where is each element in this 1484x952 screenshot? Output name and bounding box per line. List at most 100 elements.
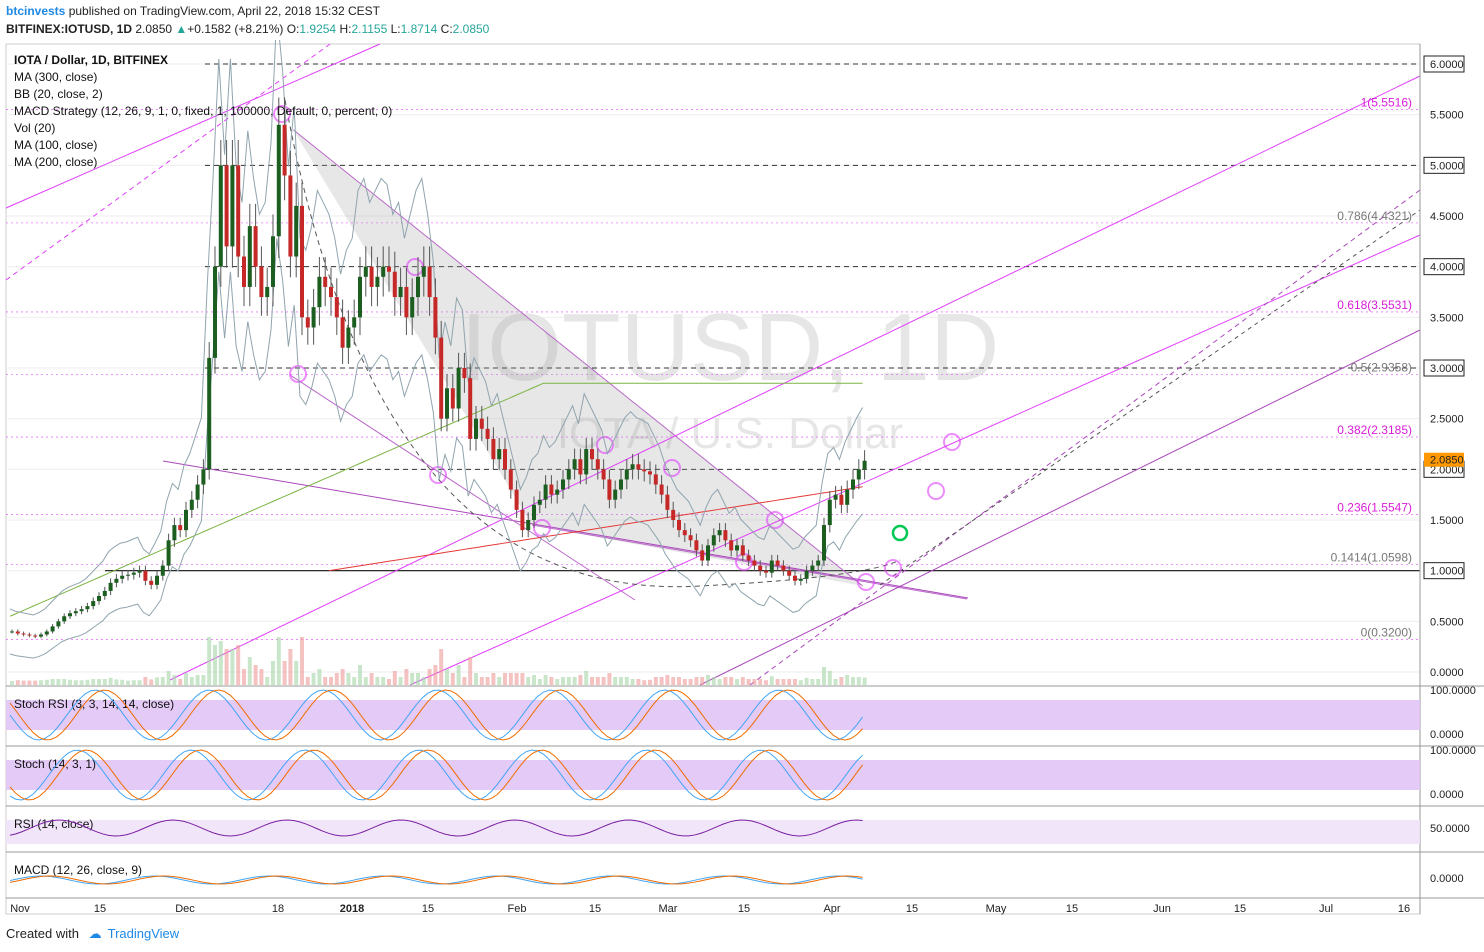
volume-bar [781, 679, 786, 685]
volume-bar [474, 673, 478, 685]
price-chart[interactable]: IOTUSD, 1D IOTA / U.S. Dollar 1(5.5516)0… [0, 40, 1484, 920]
volume-bar [323, 677, 328, 685]
y-tick-label: 1.5000 [1430, 515, 1464, 527]
x-tick-label: Jun [1153, 903, 1171, 915]
y-tick-box [1423, 562, 1465, 580]
volume-bar [50, 679, 55, 685]
candle-body [271, 236, 275, 287]
stoch-rsi-panel-label: Stoch RSI (3, 3, 14, 14, close) [14, 697, 174, 711]
y-tick-label: 5.5000 [1430, 110, 1464, 122]
volume-bar [758, 679, 763, 685]
y-tick-label: 1.0000 [1430, 566, 1464, 578]
candle-body [253, 226, 258, 267]
panel-tick-label: 100.0000 [1430, 745, 1476, 757]
volume-bar [636, 679, 641, 685]
candle-body [363, 266, 368, 277]
candle-body [247, 226, 252, 287]
candle-body [578, 459, 583, 475]
y-tick-label: 4.0000 [1430, 262, 1464, 274]
volume-bar [421, 677, 426, 685]
candle-body [294, 205, 299, 257]
volume-bar [746, 679, 751, 685]
candle-body [682, 530, 687, 536]
volume-bar [236, 645, 241, 685]
candle-body [526, 520, 531, 531]
y-tick-label: 0.0000 [1430, 667, 1464, 679]
volume-bar [619, 677, 623, 685]
candle-body [340, 317, 345, 348]
candle-body [793, 575, 797, 581]
volume-bar [671, 677, 676, 685]
volume-bar [149, 679, 154, 685]
tradingview-cloud-icon: ☁ [88, 926, 102, 941]
volume-bar [682, 679, 687, 685]
candle-body [619, 479, 623, 490]
volume-bar [537, 679, 542, 685]
volume-bar [653, 677, 658, 685]
symbol-ohlc: BITFINEX:IOTUSD, 1D 2.0850 ▲+0.1582 (+8.… [6, 22, 489, 36]
pivot-marker [273, 105, 291, 123]
pivot-marker [927, 482, 945, 500]
x-tick-label: 15 [906, 903, 918, 915]
volume-bar [253, 665, 258, 685]
volume-bar [479, 677, 484, 685]
volume-bar [224, 649, 229, 685]
rsi-panel-label: RSI (14, close) [14, 817, 93, 831]
candle-body [108, 582, 113, 591]
channel-low-dashed [749, 189, 1421, 686]
candle-body [798, 578, 803, 581]
channel-mid [169, 75, 1421, 681]
candle-body [717, 530, 722, 536]
candle-body [816, 560, 821, 566]
panel-tick-label: 0.0000 [1430, 873, 1464, 885]
ma200-line [9, 382, 863, 617]
volume-bar [572, 677, 577, 685]
volume-bar [514, 673, 519, 685]
candle-body [543, 484, 548, 500]
volume-bar [427, 669, 432, 685]
macd-panel-line-1 [9, 875, 863, 885]
candle-body [149, 580, 154, 585]
candle-body [189, 499, 194, 510]
volume-bar [491, 673, 496, 685]
volume-bar [68, 679, 72, 685]
volume-bar [102, 679, 107, 685]
volume-bar [630, 679, 635, 685]
footer: Created with ☁ TradingView [6, 926, 179, 942]
candle-body [694, 540, 699, 551]
candle-body [282, 124, 287, 176]
candle-body [624, 469, 629, 480]
volume-bar [485, 677, 490, 685]
candle-body [561, 479, 565, 490]
candle-body [416, 276, 420, 298]
candle-body [537, 499, 542, 505]
candle-body [787, 570, 792, 576]
volume-bar [375, 677, 380, 685]
candle-body [137, 570, 142, 573]
candle-body [827, 499, 832, 526]
x-tick-label: 15 [94, 903, 106, 915]
channel-low [699, 329, 1421, 686]
volume-bar [300, 637, 304, 685]
volume-bar [735, 679, 739, 685]
volume-bar [392, 671, 397, 685]
candle-body [73, 611, 78, 614]
candle-body [143, 570, 148, 581]
macd-panel-line-2 [9, 875, 863, 885]
volume-bar [543, 675, 548, 685]
candle-body [758, 565, 763, 571]
author-link[interactable]: btcinvests [6, 4, 66, 18]
candle-body [10, 631, 14, 633]
tradingview-link[interactable]: TradingView [107, 926, 180, 941]
x-tick-label: 15 [738, 903, 750, 915]
fib-level-label: 0.236(1.5547) [1337, 500, 1412, 514]
candle-body [572, 459, 577, 470]
candle-body [439, 337, 444, 419]
volume-bar [694, 677, 699, 685]
candle-body [358, 276, 362, 318]
candle-body [549, 484, 554, 495]
x-tick-label: Mar [659, 903, 678, 915]
volume-bar [126, 680, 130, 685]
indicator-ma300: MA (300, close) [14, 70, 97, 84]
volume-bar [549, 677, 554, 685]
